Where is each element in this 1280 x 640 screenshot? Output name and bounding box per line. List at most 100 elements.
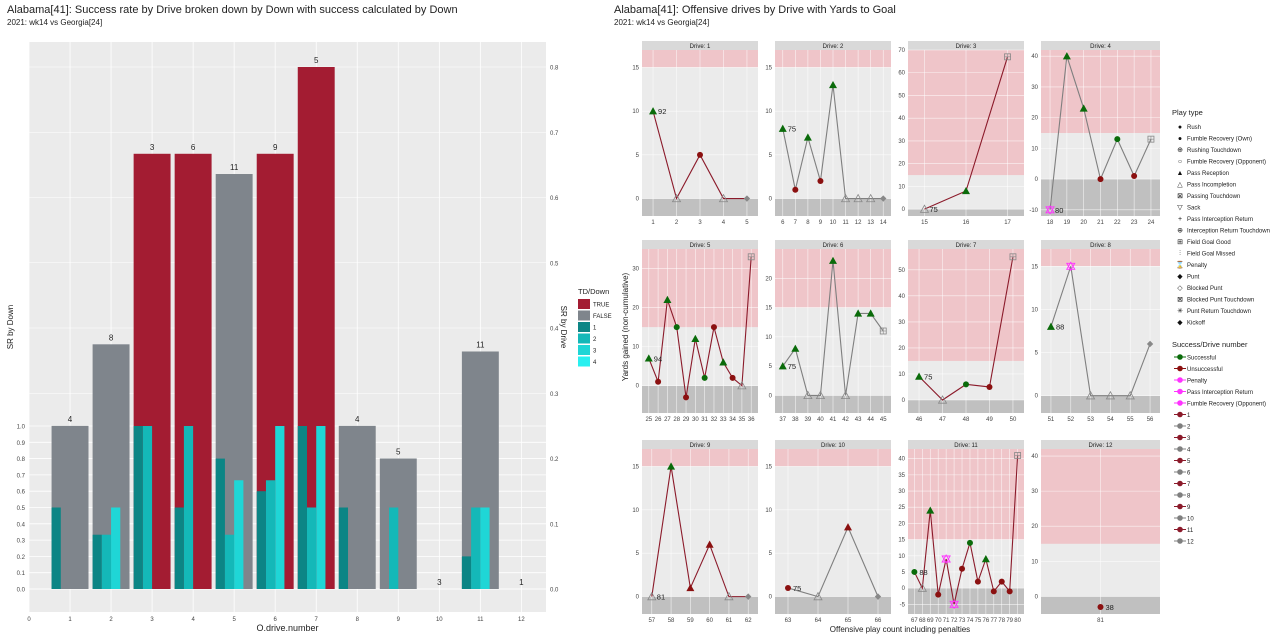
y-tick-label: 15 [765,306,772,312]
left-chart-title: Alabama[41]: Success rate by Drive broke… [7,4,458,16]
y-left-tick-label: 0.3 [17,539,26,545]
y-tick-label: 20 [898,162,905,168]
play-type-legend-label: Pass Interception Return [1187,217,1253,223]
y-tick-label: -10 [1029,208,1038,214]
drive-play-count-label: 11 [476,340,485,349]
x-tick-label: 54 [1107,417,1114,423]
x-tick-label: 61 [726,618,733,624]
panel-background [1041,249,1160,413]
panel-background [775,449,891,614]
x-tick-label: 71 [943,618,950,624]
y-tick-label: -5 [900,602,906,608]
y-tick-label: 0 [1035,594,1039,600]
rush-marker [792,186,799,193]
right-chart-subtitle: 2021: wk14 vs Georgia[24] [614,18,710,27]
x-tick-label: 11 [842,220,849,226]
play-type-legend-key: ⫶ [1179,250,1181,258]
x-tick-label: 60 [706,618,713,624]
drive-panel: Drive: 8 0 5 10 15 51 52 53 54 55 56 88 [1031,240,1160,423]
y-right-tick-label: 0.1 [550,522,559,528]
y-axis-label: Yards gained (non-cumulative) [621,272,630,381]
success-legend-label: 5 [1187,459,1191,465]
x-tick-label: 22 [1114,220,1121,226]
x-tick-label: 3 [150,617,154,623]
x-tick-label: 39 [805,417,812,423]
rush-marker [817,178,824,185]
panel-strip [1041,240,1160,249]
success-legend-point [1177,515,1183,521]
right-chart-title: Alabama[41]: Offensive drives by Drive w… [614,4,896,16]
drive-play-count-label: 8 [109,333,114,342]
rush-marker [986,383,993,390]
y-right-tick-label: 0.7 [550,131,559,137]
success-legend-label: Fumble Recovery (Opponent) [1187,402,1266,408]
x-tick-label: 75 [975,618,982,624]
x-tick-label: 31 [701,417,708,423]
panel-strip [775,440,891,449]
x-tick-label: 33 [720,417,727,423]
x-tick-label: 27 [664,417,671,423]
x-tick-label: 1 [68,617,72,623]
x-tick-label: 1 [651,220,655,226]
y-tick-label: 5 [769,364,773,370]
x-tick-label: 12 [518,617,525,623]
drive-panel: Drive: 10 0 5 10 15 63 64 65 66 75 [765,440,891,624]
y-tick-label: 5 [769,153,773,159]
y-tick-label: 30 [898,320,905,326]
x-tick-label: 55 [1127,417,1134,423]
y-tick-label: 0 [902,398,906,404]
y-tick-label: 30 [632,267,639,273]
y-right-tick-label: 0.8 [550,66,559,72]
x-tick-label: 3 [698,220,702,226]
pass-incompletion-marker [917,583,928,592]
x-tick-label: 4 [722,220,726,226]
x-tick-label: 35 [739,417,746,423]
x-tick-label: 28 [673,417,680,423]
punt-marker [874,593,882,600]
red-zone-band [1041,249,1160,267]
down-bar [174,507,184,589]
play-type-legend-label: Field Goal Missed [1187,252,1235,258]
pass-reception-marker [778,362,787,370]
y-right-tick-label: 0.0 [550,588,559,594]
pass-reception-marker [866,309,875,317]
x-tick-label: 38 [792,417,799,423]
play-type-legend-label: Passing Touchdown [1187,194,1240,200]
penalty-marker [1065,262,1076,272]
play-type-legend-key: ◇ [1177,285,1183,292]
y-right-tick-label: 0.3 [550,392,559,398]
success-legend-label: 6 [1187,471,1191,477]
pass-reception-marker [926,506,935,514]
y-tick-label: 10 [898,184,905,190]
y-tick-label: 5 [1035,351,1039,357]
x-tick-label: 57 [648,618,655,624]
y-right-tick-label: 0.2 [550,457,559,463]
panel-strip [775,240,891,249]
pass-reception-marker [829,256,837,264]
y-tick-label: 30 [898,489,905,495]
rush-marker [966,539,973,546]
x-tick-label: 64 [815,618,822,624]
pass-reception-marker [1079,104,1088,112]
pass-reception-marker [691,334,700,343]
y-tick-label: 0 [769,595,773,601]
down-bar [389,507,399,589]
red-zone-band [642,249,758,328]
y-tick-label: 20 [1031,524,1038,530]
y-tick-label: 10 [1031,146,1038,152]
down-bar [224,534,235,589]
td-legend-label: FALSE [593,314,612,320]
panel-strip [908,41,1024,50]
play-type-legend-label: Pass Reception [1187,171,1229,177]
rush-marker [673,324,680,331]
success-legend-label: 7 [1187,482,1191,488]
start-yardline-label: 92 [658,107,666,116]
y-left-tick-label: 0.0 [17,588,26,594]
y-tick-label: 0 [636,197,640,203]
punt-marker [1146,340,1154,348]
rush-marker [1131,173,1138,180]
y-tick-label: 0 [769,197,773,203]
y-left-tick-label: 0.6 [17,490,26,496]
y-tick-label: 10 [1031,559,1038,565]
